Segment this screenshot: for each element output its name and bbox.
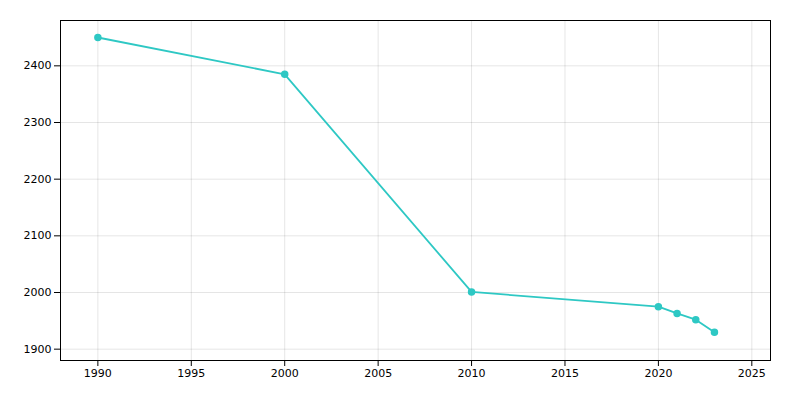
svg-text:1900: 1900 [24,343,52,356]
svg-text:2005: 2005 [364,367,392,380]
svg-text:2300: 2300 [24,116,52,129]
svg-text:2015: 2015 [551,367,579,380]
svg-text:2000: 2000 [24,286,52,299]
svg-text:2200: 2200 [24,173,52,186]
svg-text:2020: 2020 [644,367,672,380]
svg-text:1990: 1990 [84,367,112,380]
svg-text:2100: 2100 [24,229,52,242]
svg-text:2010: 2010 [458,367,486,380]
svg-text:2000: 2000 [271,367,299,380]
svg-text:2400: 2400 [24,59,52,72]
svg-text:1995: 1995 [177,367,205,380]
svg-text:2025: 2025 [738,367,766,380]
